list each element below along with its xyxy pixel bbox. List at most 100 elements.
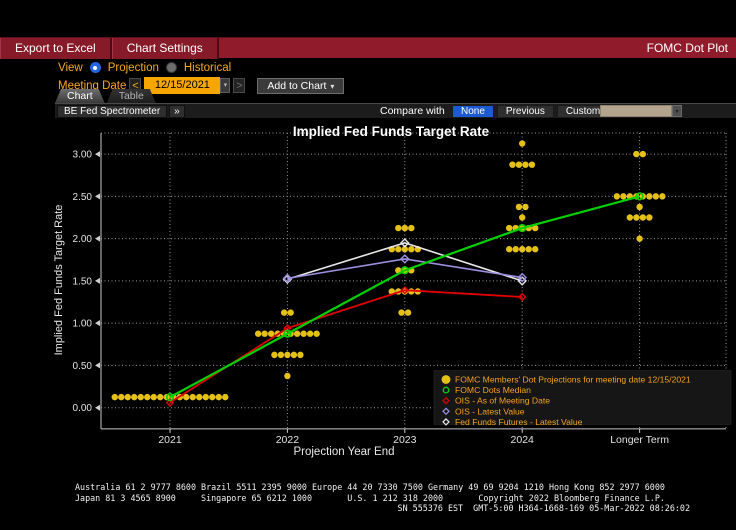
median-marker: [635, 192, 644, 201]
historical-radio-label[interactable]: Historical: [183, 61, 232, 74]
fomc-dot: [636, 235, 643, 242]
compare-none-button[interactable]: None: [452, 104, 494, 118]
y-tick-arrow: [95, 404, 100, 411]
fomc-dot: [506, 224, 513, 232]
add-to-chart-button[interactable]: Add to Chart ▾: [257, 77, 345, 94]
y-tick-label: 1.50: [73, 276, 93, 287]
historical-radio[interactable]: [165, 62, 177, 73]
fomc-dot: [222, 393, 229, 401]
fomc-dot: [287, 309, 294, 316]
tab-bar: Chart Table: [55, 89, 156, 103]
projection-radio-label[interactable]: Projection: [107, 61, 159, 74]
fomc-dot: [401, 224, 408, 232]
caret-down-icon: ▾: [330, 81, 335, 91]
fomc-dot: [519, 246, 526, 253]
fomc-dot: [300, 330, 307, 337]
series-line-ois-latest-value: [287, 258, 523, 280]
meeting-date-dropdown-icon[interactable]: ▾: [220, 78, 231, 93]
fomc-dot: [659, 193, 666, 200]
y-tick-label: 0.50: [73, 361, 93, 372]
fomc-dot: [215, 393, 222, 401]
fomc-dot: [131, 393, 138, 401]
diamond-marker: [518, 292, 527, 302]
fomc-dot: [290, 351, 298, 359]
fomc-dot: [150, 393, 157, 401]
fomc-dot: [519, 140, 526, 147]
double-chevron-icon[interactable]: »: [169, 104, 185, 118]
legend-label: FOMC Members' Dot Projections for meetin…: [455, 375, 691, 385]
fomc-dot: [189, 393, 196, 401]
fomc-dot: [209, 393, 216, 401]
fomc-dot: [408, 224, 415, 232]
fomc-dot: [111, 393, 118, 401]
fomc-dot: [620, 193, 627, 200]
diamond-marker: [400, 286, 409, 295]
legend-box: [433, 370, 732, 425]
x-tick-label: 2024: [511, 434, 535, 446]
meeting-date-label: Meeting Date: [58, 79, 127, 92]
meeting-date-row: Meeting Date < ▾ > Add to Chart▾: [58, 77, 345, 94]
footer-session-info: SN 555376 EST GMT-5:00 H364-1668-169 05-…: [397, 503, 690, 513]
command-bar: Export to Excel Chart Settings FOMC Dot …: [0, 37, 736, 59]
next-date-button[interactable]: >: [233, 78, 246, 93]
meeting-date-input[interactable]: [144, 77, 221, 94]
fomc-dot: [267, 330, 275, 337]
view-row: View Projection Historical: [58, 60, 231, 75]
legend-marker-ois-as-of-meeting-date: [442, 396, 450, 405]
x-tick-label: 2022: [276, 434, 300, 446]
fomc-dot: [639, 150, 647, 158]
x-tick-label: 2021: [158, 434, 182, 446]
fomc-dot: [515, 203, 523, 211]
legend-label: FOMC Dots Median: [455, 385, 531, 395]
y-tick-arrow: [95, 320, 100, 327]
fomc-dot: [183, 393, 190, 401]
fomc-dot: [261, 330, 268, 337]
fomc-dot: [525, 246, 532, 253]
legend-marker-fed-funds-futures-latest-value: [442, 418, 450, 426]
projection-radio[interactable]: [89, 62, 101, 73]
series-line-fed-funds-futures-latest-value: [287, 242, 523, 282]
fomc-dot: [297, 351, 304, 359]
median-marker: [283, 329, 292, 338]
x-tick-label: 2023: [393, 434, 417, 446]
page-title: FOMC Dot Plot: [646, 41, 728, 55]
chart-settings-button[interactable]: Chart Settings: [111, 37, 219, 59]
fomc-dot: [626, 214, 634, 221]
fomc-dot: [280, 309, 288, 316]
fomc-dot: [639, 214, 647, 221]
fomc-dot: [271, 351, 278, 359]
y-tick-label: 2.00: [73, 234, 93, 245]
fomc-dot: [313, 330, 320, 337]
series-line-fomc-dots-median: [169, 195, 640, 399]
fomc-dot: [532, 246, 539, 253]
fomc-dot: [254, 330, 262, 337]
fomc-dot: [401, 246, 408, 253]
fomc-dot: [646, 214, 653, 221]
fomc-dot: [509, 161, 516, 168]
dot-plot-chart: 0.00 0.50 1.00 1.50 2.00 2.50 3.00 2021 2022 2023…: [53, 124, 732, 458]
export-to-excel-button[interactable]: Export to Excel: [0, 37, 112, 59]
fomc-dot: [118, 393, 125, 401]
fomc-dot: [284, 351, 291, 359]
fomc-dot: [404, 309, 412, 316]
fomc-dot: [157, 393, 164, 401]
compare-custom-caret-icon[interactable]: ▾: [672, 105, 682, 117]
y-tick-label: 3.00: [73, 150, 93, 161]
be-fed-spectrometer-button[interactable]: BE Fed Spectrometer: [57, 104, 168, 118]
compare-previous-button[interactable]: Previous: [496, 104, 554, 118]
fomc-dot: [202, 393, 209, 401]
fomc-dot: [532, 224, 539, 232]
compare-custom-date-select[interactable]: [600, 105, 672, 117]
fomc-dot: [506, 246, 513, 253]
compare-with-label: Compare with: [380, 105, 445, 117]
fomc-dot: [528, 161, 536, 168]
legend-marker-fomc-dots-median: [442, 386, 450, 394]
fomc-dot: [522, 203, 529, 211]
fomc-dot: [519, 214, 526, 221]
y-tick-arrow: [95, 151, 100, 158]
diamond-marker: [400, 238, 410, 248]
fomc-dot: [515, 161, 523, 168]
diamond-marker: [165, 398, 175, 407]
tab-table[interactable]: Table: [107, 89, 156, 103]
tab-chart[interactable]: Chart: [55, 89, 105, 103]
